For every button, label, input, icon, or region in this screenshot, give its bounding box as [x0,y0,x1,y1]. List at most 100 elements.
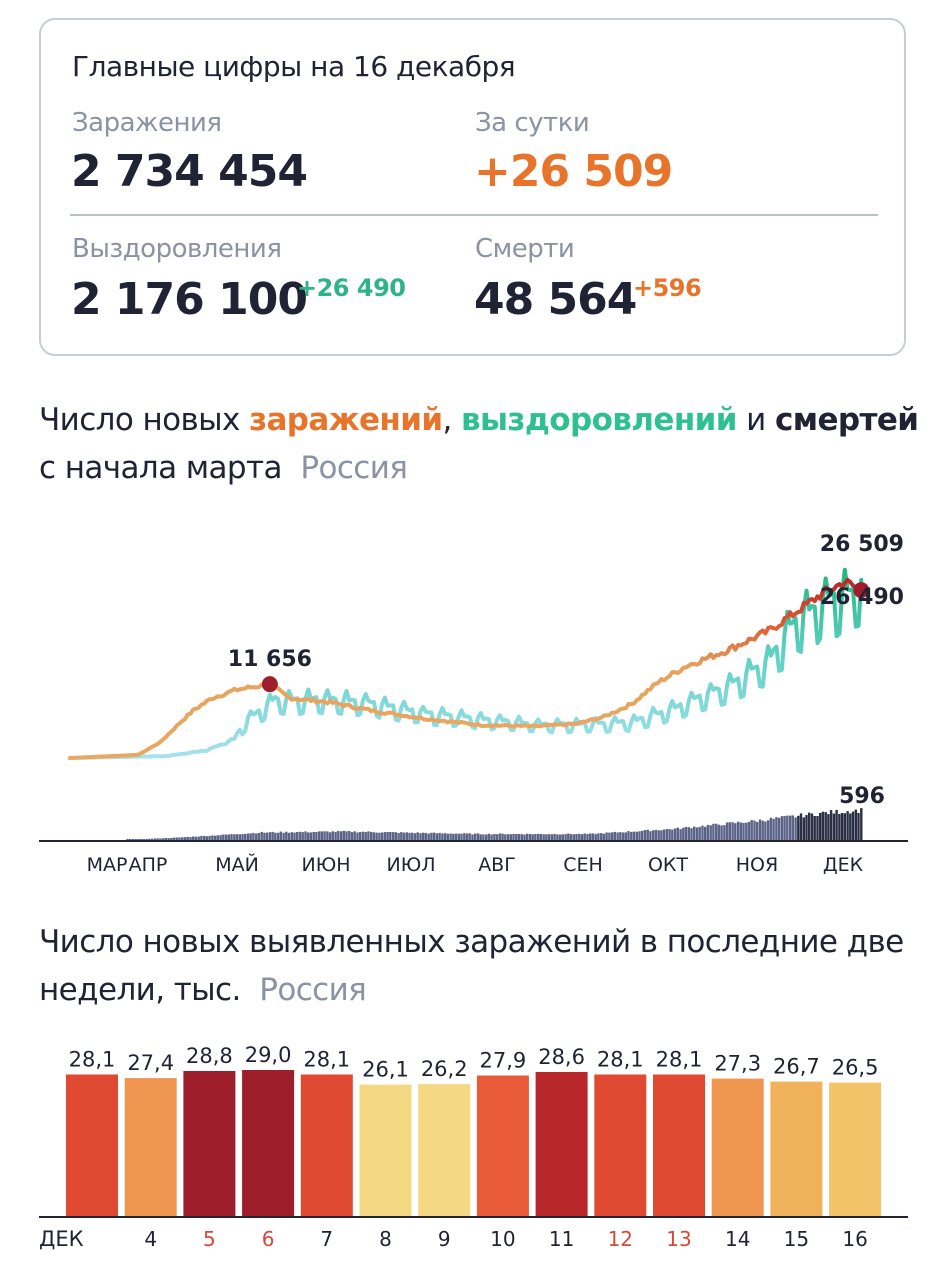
deaths-bar [216,835,219,840]
deaths-bar [846,811,849,840]
deaths-bar [736,821,740,840]
deaths-bar [652,830,655,840]
deaths-bar [312,831,315,840]
deaths-bar [175,837,178,840]
bar-value-label: 28,1 [303,1048,350,1072]
deaths-bar [816,816,819,840]
deaths-bar [690,828,693,840]
deaths-bar [578,833,581,840]
deaths-bar [181,837,184,840]
deaths-bar [194,836,198,840]
deaths-bar [287,832,291,840]
deaths-bar [827,814,830,840]
deaths-bar [422,832,425,840]
deaths-delta: +596 [633,274,702,302]
deaths-bar [326,831,329,840]
deaths-bar [471,834,474,840]
deaths-bar [679,829,682,840]
deaths-bar [367,831,370,840]
deaths-bar [761,820,764,840]
deaths-bar [161,838,165,840]
cases-line-chart: 11 656 26 509 26 490 596 МАР АПР МАЙ ИЮН ИЮЛ… [39,532,908,876]
deaths-bar [515,834,518,840]
chart1-x-ticks: МАР АПР МАЙ ИЮН ИЮЛ АВГ СЕН ОКТ НОЯ ДЕК [87,853,864,876]
deaths-bar [307,832,310,840]
deaths-bar [594,834,597,840]
deaths-bar [802,817,805,840]
deaths-bar [745,822,748,840]
deaths-bar [695,827,699,840]
bar [829,1082,882,1216]
deaths-bar [167,838,170,840]
deaths-bar [602,833,606,840]
deaths-bar [282,832,285,840]
deaths-bar [810,813,814,840]
chart1-title-prefix: Число новых [39,402,250,438]
deaths-bar [558,834,562,840]
bar [476,1075,529,1216]
deaths-bar [813,816,816,840]
deaths-bar [575,834,578,840]
recoveries-line [68,567,864,760]
deaths-bar [832,813,836,840]
deaths-bar [635,831,638,840]
deaths-bar [534,834,537,840]
deaths-bar [301,832,304,840]
bar [711,1078,764,1216]
deaths-bar [211,835,214,840]
deaths-bar [531,834,534,840]
deaths-bar [485,834,488,840]
deaths-bar [230,834,233,840]
deaths-bar [257,833,261,840]
deaths-bar [854,809,857,840]
deaths-bar [241,834,244,840]
deaths-bar [723,825,726,840]
deaths-bar [192,836,195,840]
chart1-title-comma: , [442,402,452,438]
deaths-bar [564,834,567,840]
chart2-title-line1: Число новых выявленных заражений в после… [39,924,904,960]
deaths-bar [687,827,690,840]
deaths-bar [698,826,701,840]
chart1-title-and: и [736,402,775,438]
deaths-bar [474,833,477,840]
deaths-bar [805,815,808,840]
deaths-bar [129,839,132,840]
bar-category-label: 11 [549,1227,574,1251]
deaths-bar [153,838,157,840]
deaths-bar [443,833,447,840]
deaths-bar [725,822,729,840]
deaths-bar [739,822,742,840]
deaths-bar [164,838,167,840]
deaths-bar [747,821,751,840]
deaths-bar [824,812,827,840]
bar-category-label: 14 [725,1227,750,1251]
deaths-bar [389,832,392,840]
deaths-bar [449,833,452,840]
deaths-bar [189,837,192,840]
deaths-bar [353,831,356,840]
bar-value-label: 28,1 [597,1048,644,1072]
deaths-bar [630,831,633,840]
deaths-bar [320,831,324,840]
deaths-bar [334,831,337,840]
deaths-bar [537,833,540,840]
deaths-bar [411,832,414,840]
deaths-bar [517,834,521,840]
deaths-bar [200,835,203,840]
deaths-bar [753,820,756,840]
chart1-x-tick-label: АПР [129,854,168,876]
bar-category-label: 7 [320,1227,333,1251]
deaths-bar [838,814,841,840]
deaths-bar [402,832,406,840]
infections-last-label: 26 509 [820,532,904,557]
chart1-title: Число новых заражений, выздоровлений и с… [39,396,919,492]
deaths-bar [791,815,794,840]
deaths-bar [840,813,844,840]
deaths-bar [142,839,146,840]
deaths-bar [342,830,345,840]
deaths-bar [140,839,143,840]
bar [183,1071,236,1216]
deaths-bar [224,834,228,840]
bar-value-label: 27,4 [127,1051,174,1075]
